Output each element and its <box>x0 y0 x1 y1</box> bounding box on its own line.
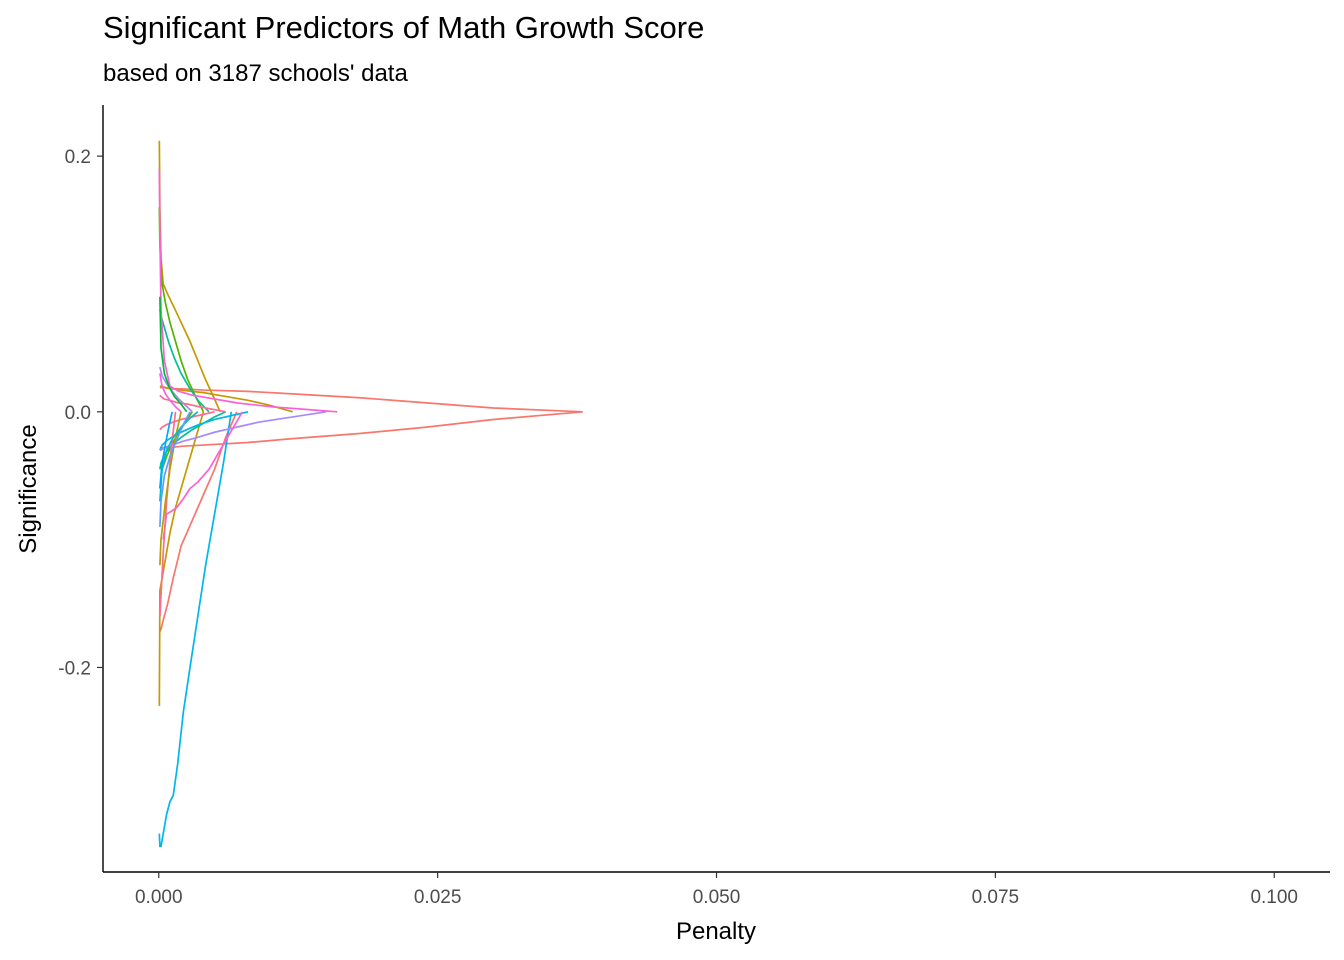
series-line-18 <box>159 410 215 431</box>
series-line-16 <box>162 411 244 540</box>
chart-title: Significant Predictors of Math Growth Sc… <box>103 10 705 45</box>
series-line-24 <box>159 373 182 413</box>
x-tick-label: 0.075 <box>972 887 1020 908</box>
y-tick-label: -0.2 <box>58 658 91 679</box>
series-line-17 <box>159 394 226 413</box>
series-line-13 <box>159 410 327 451</box>
tick-layer: 0.000 0.025 0.050 0.075 0.100 -0.2 0.0 0.2 <box>58 147 1298 908</box>
series-line-11 <box>158 411 233 848</box>
series-line-1 <box>159 386 583 413</box>
series-line-23 <box>159 411 191 527</box>
x-tick-label: 0.000 <box>135 887 183 908</box>
series-line-21 <box>159 296 188 413</box>
series-line-12 <box>159 410 249 451</box>
y-tick-label: 0.2 <box>65 147 91 168</box>
series-line-5 <box>158 140 221 413</box>
chart-subtitle: based on 3187 schools' data <box>103 60 408 87</box>
series-line-25 <box>159 411 173 489</box>
series-line-15 <box>158 168 338 413</box>
y-axis-title: Significance <box>15 424 42 553</box>
x-tick-label: 0.100 <box>1250 887 1298 908</box>
x-tick-label: 0.050 <box>693 887 741 908</box>
x-tick-label: 0.025 <box>414 887 462 908</box>
x-axis-title: Penalty <box>676 918 756 945</box>
y-tick-label: 0.0 <box>65 403 91 424</box>
series-layer <box>158 140 583 848</box>
series-line-3 <box>159 411 238 633</box>
